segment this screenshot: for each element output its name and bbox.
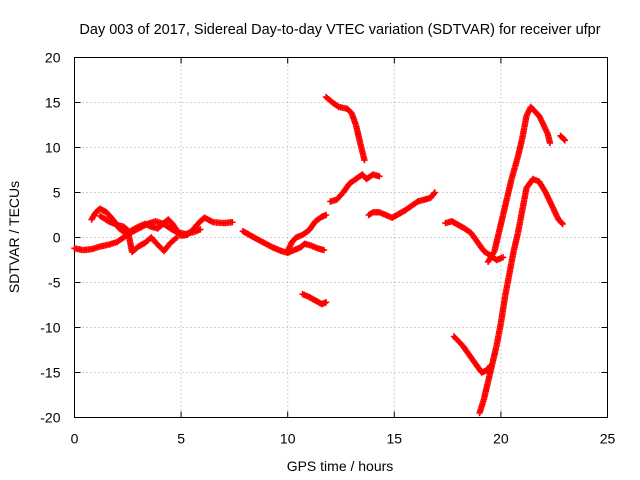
data-point <box>334 102 341 110</box>
data-point <box>322 299 330 306</box>
y-tick-label: -10 <box>40 320 60 336</box>
data-point <box>546 139 554 147</box>
x-tick-label: 20 <box>493 431 509 447</box>
y-tick-label: -5 <box>48 275 61 291</box>
data-point <box>197 226 204 233</box>
y-tick-label: 15 <box>45 95 61 111</box>
x-tick-label: 15 <box>387 431 403 447</box>
y-tick-label: 5 <box>53 185 61 201</box>
x-axis-label: GPS time / hours <box>287 458 394 474</box>
x-tick-label: 25 <box>600 431 616 447</box>
x-tick-label: 0 <box>71 431 79 447</box>
data-point <box>560 135 567 143</box>
data-point <box>376 173 383 180</box>
data-point <box>499 254 507 261</box>
data-point <box>173 234 181 241</box>
data-point <box>561 137 569 144</box>
y-tick-label: 0 <box>53 230 61 246</box>
plot-frame <box>74 57 608 418</box>
y-axis-label: SDTVAR / TECUs <box>6 181 22 293</box>
data-point <box>322 211 330 219</box>
tick-labels: 0 5 10 15 20 25 -20 -15 -10 -5 0 5 10 15 20 <box>40 50 615 447</box>
data-points <box>71 93 569 417</box>
data-point <box>431 189 439 196</box>
data-point <box>558 219 565 227</box>
y-tick-label: -15 <box>40 365 60 381</box>
data-point <box>172 235 179 242</box>
y-tick-label: 10 <box>45 140 61 156</box>
data-point <box>229 219 236 226</box>
x-tick-label: 10 <box>280 431 296 447</box>
data-point <box>361 156 368 164</box>
y-tick-label: 20 <box>45 50 61 66</box>
x-tick-label: 5 <box>177 431 185 447</box>
data-point <box>559 220 566 228</box>
y-tick-label: -20 <box>40 410 60 426</box>
data-point <box>320 246 328 254</box>
chart-title: Day 003 of 2017, Sidereal Day-to-day VTE… <box>79 22 600 38</box>
